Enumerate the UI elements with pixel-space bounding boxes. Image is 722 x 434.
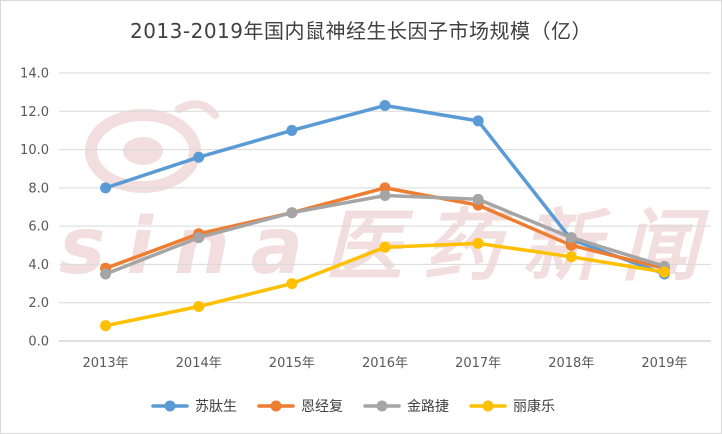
watermark-eye-outer — [85, 109, 201, 193]
x-tick-label: 2015年 — [269, 356, 315, 371]
data-point — [472, 237, 484, 249]
data-point — [193, 151, 205, 163]
legend-label: 苏肽生 — [195, 399, 237, 415]
data-point — [286, 124, 298, 136]
legend-item: 金路捷 — [363, 399, 449, 415]
data-point — [286, 278, 298, 290]
data-point — [565, 232, 577, 244]
legend-swatch-marker — [482, 400, 494, 412]
watermark-arc — [175, 100, 219, 119]
y-tick-label: 2.0 — [28, 296, 49, 311]
data-point — [100, 268, 112, 280]
y-tick-label: 4.0 — [28, 258, 49, 273]
watermark-eye-pupil — [123, 137, 163, 165]
legend-label: 金路捷 — [407, 399, 449, 415]
chart-title: 2013-2019年国内鼠神经生长因子市场规模（亿） — [129, 19, 592, 43]
y-tick-label: 6.0 — [28, 220, 49, 235]
data-point — [658, 266, 670, 278]
y-tick-label: 0.0 — [28, 335, 49, 350]
legend-item: 恩经复 — [257, 398, 343, 415]
y-tick-label: 12.0 — [20, 105, 49, 120]
data-point — [193, 232, 205, 244]
data-point — [193, 301, 205, 313]
series-金路捷 — [100, 190, 670, 280]
data-point — [379, 182, 391, 194]
legend-swatch-marker — [270, 400, 282, 412]
data-point — [379, 100, 391, 112]
y-tick-label: 14.0 — [20, 67, 49, 82]
data-point — [565, 239, 577, 251]
data-point — [379, 190, 391, 202]
series-lines — [100, 100, 670, 332]
gridlines — [59, 72, 711, 342]
data-point — [379, 241, 391, 253]
x-tick-label: 2013年 — [83, 356, 129, 371]
legend-item: 丽康乐 — [469, 398, 555, 415]
x-tick-label: 2019年 — [641, 356, 687, 371]
data-point — [565, 251, 577, 263]
x-tick-label: 2018年 — [548, 356, 594, 371]
legend-label: 丽康乐 — [513, 398, 555, 415]
data-point — [286, 207, 298, 219]
y-tick-label: 8.0 — [28, 181, 49, 196]
legend: 苏肽生 恩经复 金路捷 丽康乐 — [151, 398, 555, 415]
axes: 0.0 2.0 4.0 6.0 8.0 10.0 12.0 14.0 2013年 2014年 201… — [20, 67, 687, 372]
series-丽康乐 — [100, 237, 670, 332]
legend-label: 恩经复 — [301, 398, 343, 415]
data-point — [472, 193, 484, 205]
data-point — [100, 320, 112, 332]
legend-swatch-marker — [376, 400, 388, 412]
legend-swatch-marker — [164, 400, 176, 412]
legend-item: 苏肽生 — [151, 399, 237, 415]
x-tick-label: 2017年 — [455, 356, 501, 371]
x-tick-label: 2016年 — [362, 356, 408, 371]
data-point — [100, 182, 112, 194]
data-point — [472, 115, 484, 127]
y-tick-label: 10.0 — [20, 143, 49, 158]
x-tick-label: 2014年 — [176, 356, 222, 371]
